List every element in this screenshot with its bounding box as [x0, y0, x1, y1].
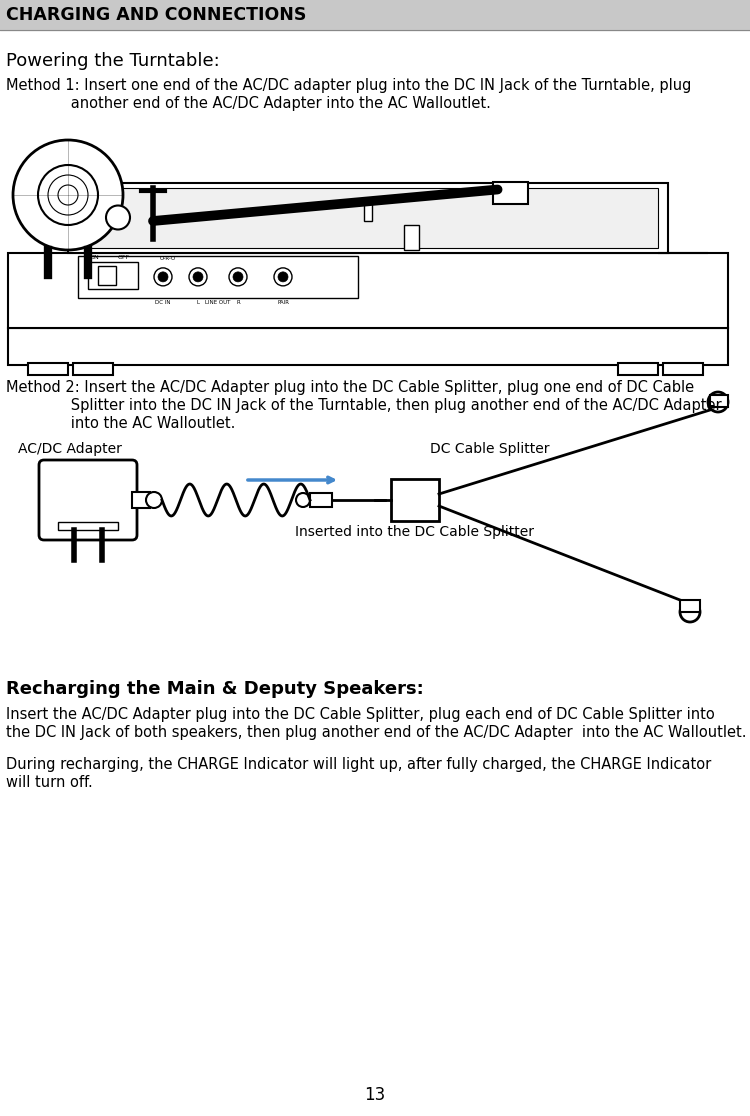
Bar	[310, 493, 332, 507]
Text: LINE OUT: LINE OUT	[206, 299, 231, 305]
Text: Recharging the Main & Deputy Speakers:: Recharging the Main & Deputy Speakers:	[6, 680, 424, 698]
Bar	[663, 363, 703, 375]
Text: Method 1: Insert one end of the AC/DC adapter plug into the DC IN Jack of the Tu: Method 1: Insert one end of the AC/DC ad…	[6, 78, 692, 93]
Text: 13: 13	[364, 1086, 386, 1104]
Bar	[364, 201, 372, 221]
Circle shape	[229, 268, 247, 286]
Circle shape	[158, 272, 168, 282]
Text: DC IN: DC IN	[155, 299, 171, 305]
Text: Powering the Turntable:: Powering the Turntable:	[6, 52, 220, 70]
Bar	[88, 262, 138, 289]
Bar	[8, 327, 728, 365]
Text: Inserted into the DC Cable Splitter: Inserted into the DC Cable Splitter	[295, 525, 534, 539]
Circle shape	[146, 492, 162, 508]
Circle shape	[38, 165, 98, 225]
Bar	[132, 492, 150, 508]
Text: another end of the AC/DC Adapter into the AC Walloutlet.: another end of the AC/DC Adapter into th…	[6, 96, 490, 110]
Bar	[404, 224, 419, 250]
Circle shape	[296, 493, 310, 507]
Circle shape	[106, 205, 130, 230]
Text: the DC IN Jack of both speakers, then plug another end of the AC/DC Adapter  int: the DC IN Jack of both speakers, then pl…	[6, 725, 746, 740]
Text: Insert the AC/DC Adapter plug into the DC Cable Splitter, plug each end of DC Ca: Insert the AC/DC Adapter plug into the D…	[6, 708, 715, 722]
Text: O-R-O: O-R-O	[160, 257, 176, 261]
Text: AC/DC Adapter: AC/DC Adapter	[18, 442, 122, 456]
Bar	[68, 183, 668, 252]
FancyBboxPatch shape	[39, 460, 137, 540]
Circle shape	[233, 272, 243, 282]
Circle shape	[708, 392, 728, 412]
Bar	[8, 252, 728, 327]
Bar	[680, 600, 700, 612]
Text: R: R	[236, 299, 240, 305]
Bar	[493, 182, 527, 203]
Bar	[73, 363, 113, 375]
Text: into the AC Walloutlet.: into the AC Walloutlet.	[6, 416, 236, 431]
Bar	[618, 363, 658, 375]
Bar	[78, 257, 358, 298]
Circle shape	[274, 268, 292, 286]
Text: DC Cable Splitter: DC Cable Splitter	[430, 442, 550, 456]
Bar	[98, 267, 116, 286]
Text: PAIR: PAIR	[277, 299, 289, 305]
Bar	[0, 0, 750, 30]
Text: CHARGING AND CONNECTIONS: CHARGING AND CONNECTIONS	[6, 6, 306, 25]
Text: During recharging, the CHARGE Indicator will light up, after fully charged, the : During recharging, the CHARGE Indicator …	[6, 757, 711, 772]
Circle shape	[154, 268, 172, 286]
Bar	[28, 363, 68, 375]
Text: Method 2: Insert the AC/DC Adapter plug into the DC Cable Splitter, plug one end: Method 2: Insert the AC/DC Adapter plug …	[6, 381, 694, 395]
Text: will turn off.: will turn off.	[6, 775, 93, 790]
Circle shape	[189, 268, 207, 286]
Circle shape	[278, 272, 288, 282]
Text: Splitter into the DC IN Jack of the Turntable, then plug another end of the AC/D: Splitter into the DC IN Jack of the Turn…	[6, 398, 722, 413]
Text: L: L	[196, 299, 200, 305]
Circle shape	[680, 602, 700, 622]
Bar	[391, 479, 439, 521]
Bar	[78, 187, 658, 248]
Text: ON: ON	[90, 256, 100, 260]
Circle shape	[13, 140, 123, 250]
Bar	[710, 395, 728, 407]
Text: OFF: OFF	[118, 256, 130, 260]
Bar	[58, 522, 118, 530]
Circle shape	[193, 272, 203, 282]
